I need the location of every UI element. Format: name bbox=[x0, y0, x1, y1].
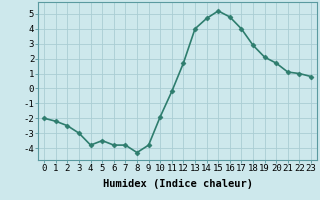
X-axis label: Humidex (Indice chaleur): Humidex (Indice chaleur) bbox=[103, 179, 252, 189]
